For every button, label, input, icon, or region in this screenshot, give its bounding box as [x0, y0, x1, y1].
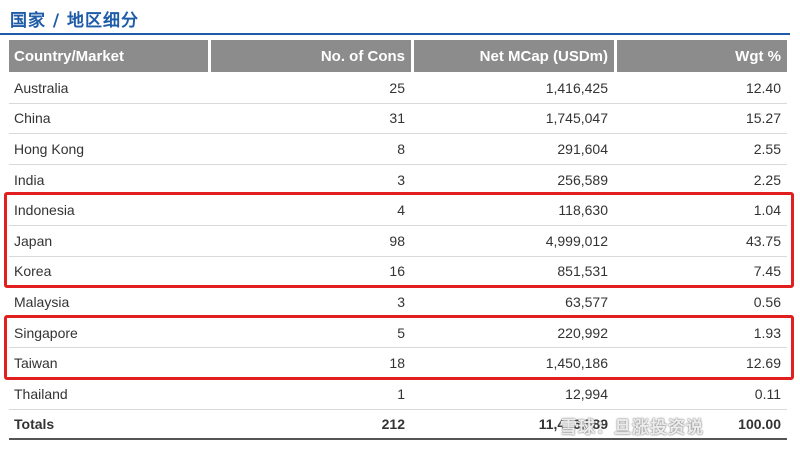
mcap-cell: 256,589: [557, 171, 608, 188]
header-mcap: Net MCap (USDm): [414, 40, 614, 72]
table-row: Singapore 5 220,992 1.93: [9, 318, 787, 349]
header-cons: No. of Cons: [211, 40, 411, 72]
weight-cell: 43.75: [745, 232, 781, 249]
header-country: Country/Market: [9, 40, 208, 72]
table-row: Malaysia 3 63,577 0.56: [9, 287, 787, 318]
weight-cell: 7.45: [753, 263, 781, 280]
table-row: Thailand 1 12,994 0.11: [9, 379, 787, 410]
weight-cell: 0.56: [753, 293, 781, 310]
mcap-cell: 1,416,425: [545, 79, 608, 96]
country-cell: India: [14, 171, 45, 188]
table-row: Hong Kong 8 291,604 2.55: [9, 134, 787, 165]
weight-cell: 12.40: [745, 79, 781, 96]
cons-cell: 3: [397, 171, 405, 188]
country-cell: China: [14, 110, 51, 127]
header-weight: Wgt %: [617, 40, 787, 72]
country-cell: Korea: [14, 263, 52, 280]
table-row: India 3 256,589 2.25: [9, 165, 787, 196]
totals-weight: 100.00: [738, 415, 781, 432]
cons-cell: 31: [389, 110, 405, 127]
table-row: Indonesia 4 118,630 1.04: [9, 195, 787, 226]
watermark: 雪球：旦涨投资说: [560, 418, 704, 438]
mcap-cell: 12,994: [565, 385, 608, 402]
mcap-cell: 4,999,012: [545, 232, 608, 249]
country-breakdown-table: Country/Market No. of Cons Net MCap (USD…: [9, 40, 787, 441]
weight-cell: 1.93: [753, 324, 781, 341]
totals-cons: 212: [381, 415, 405, 432]
mcap-cell: 851,531: [557, 263, 608, 280]
cons-cell: 98: [389, 232, 405, 249]
country-cell: Thailand: [14, 385, 68, 402]
cons-cell: 5: [397, 324, 405, 341]
mcap-cell: 1,745,047: [545, 110, 608, 127]
cons-cell: 18: [389, 355, 405, 372]
table-row: Taiwan 18 1,450,186 12.69: [9, 348, 787, 379]
mcap-cell: 63,577: [565, 293, 608, 310]
table-body: Australia 25 1,416,425 12.40 China 31 1,745,04…: [9, 73, 787, 441]
totals-row: Totals 212 11,426,589 100.00: [9, 410, 787, 441]
cons-cell: 4: [397, 202, 405, 219]
country-cell: Hong Kong: [14, 140, 85, 157]
totals-mcap: 11,426,589: [538, 415, 608, 432]
totals-label: Totals: [14, 415, 55, 432]
weight-cell: 12.69: [745, 355, 781, 372]
country-cell: Singapore: [14, 324, 78, 341]
country-cell: Japan: [14, 232, 53, 249]
table-row: Japan 98 4,999,012 43.75: [9, 226, 787, 257]
page-title: 国家 / 地区细分: [10, 11, 140, 31]
mcap-cell: 291,604: [557, 140, 608, 157]
country-cell: Indonesia: [14, 202, 75, 219]
mcap-cell: 220,992: [557, 324, 608, 341]
table-row: Australia 25 1,416,425 12.40: [9, 73, 787, 104]
cons-cell: 1: [397, 385, 405, 402]
weight-cell: 0.11: [754, 385, 781, 402]
weight-cell: 2.55: [753, 140, 781, 157]
country-cell: Malaysia: [14, 293, 70, 310]
cons-cell: 16: [389, 263, 405, 280]
table-row: China 31 1,745,047 15.27: [9, 104, 787, 135]
cons-cell: 25: [389, 79, 405, 96]
mcap-cell: 118,630: [558, 202, 608, 219]
title-underline: [0, 33, 790, 35]
weight-cell: 2.25: [753, 171, 781, 188]
weight-cell: 1.04: [753, 202, 781, 219]
country-cell: Taiwan: [14, 355, 58, 372]
cons-cell: 3: [397, 293, 405, 310]
mcap-cell: 1,450,186: [545, 355, 608, 372]
table-row: Korea 16 851,531 7.45: [9, 257, 787, 288]
table-header-row: Country/Market No. of Cons Net MCap (USD…: [9, 40, 787, 72]
cons-cell: 8: [397, 140, 405, 157]
country-cell: Australia: [14, 79, 69, 96]
weight-cell: 15.27: [745, 110, 781, 127]
